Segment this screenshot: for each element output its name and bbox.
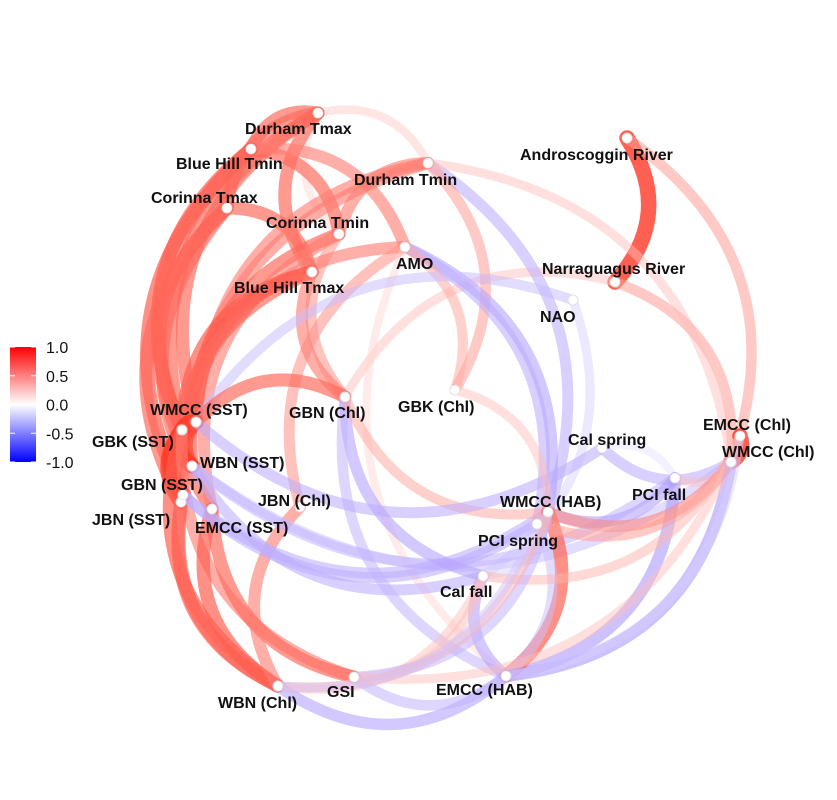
correlation-edges [139,105,757,731]
edge-wmcc_sst-gbn_chl [189,373,352,429]
node-label-gbn_chl: GBN (Chl) [289,405,365,422]
edge-narraguagus-gbn_chl [340,267,620,402]
edge-androscoggin-narraguagus [607,130,657,290]
edge-androscoggin-wmcc_chl [621,132,757,468]
node-emcc_chl [734,430,746,442]
edge-emcc_chl-emcc_hab [501,431,745,681]
edge-amo-jbn_chl [283,241,411,513]
node-jbn_chl [294,501,306,513]
node-label-blue_hill_tmax: Blue Hill Tmax [234,280,344,297]
edge-wbn_sst-cal_fall [186,460,489,596]
node-amo [399,241,411,253]
node-label-cal_spring: Cal spring [568,432,646,449]
node-pci_spring [531,518,543,530]
node-blue_hill_tmin [245,143,257,155]
edge-durham_tmin-gbk_chl [422,157,491,396]
node-gbn_chl [339,391,351,403]
node-label-wbn_sst: WBN (SST) [200,455,284,472]
node-wmcc_sst [190,416,202,428]
node-label-gbn_sst: GBN (SST) [121,477,203,494]
edge-gbn_chl-wmcc_hab [340,392,553,520]
node-label-pci_fall: PCI fall [632,487,686,504]
edge-nao-cal_fall [478,295,595,581]
edge-cal_spring-wmcc_chl [596,442,737,486]
node-gsi [348,671,360,683]
node-label-jbn_sst: JBN (SST) [92,512,170,529]
node-narraguagus [609,276,621,288]
node-label-durham_tmin: Durham Tmin [354,172,457,189]
node-label-pci_spring: PCI spring [478,533,558,550]
edge-cal_spring-pci_fall [598,441,679,482]
edge-emcc_sst-wbn_chl [196,502,285,693]
edge-emcc_hab-wmcc_chl [500,456,737,682]
node-label-amo: AMO [396,256,433,273]
node-wmcc_hab [542,506,554,518]
node-label-emcc_sst: EMCC (SST) [195,520,288,537]
edge-gbk_chl-wmcc_hab [450,385,553,517]
edge-emcc_hab-gsi [348,670,512,711]
node-gbn_sst [177,489,189,501]
node-label-blue_hill_tmin: Blue Hill Tmin [176,156,283,173]
node-blue_hill_tmax [306,266,318,278]
node-corinna_tmax [221,202,233,214]
edge-corinna_tmin-emcc_sst [198,228,345,515]
node-label-gsi: GSI [327,684,355,701]
node-cal_fall [477,570,489,582]
node-androscoggin [621,132,633,144]
edge-amo-gbk_chl [400,242,468,395]
node-wbn_sst [186,460,198,472]
edge-blue_hill_tmin-amo [245,142,411,253]
node-pci_fall [669,472,681,484]
node-wmcc_chl [725,456,737,468]
node-label-gbk_chl: GBK (Chl) [398,399,474,416]
legend-tick-label: -0.5 [46,426,74,443]
node-cal_spring [596,442,608,454]
edge-durham_tmin-wmcc_chl [423,158,736,467]
node-durham_tmax [312,107,324,119]
node-label-gbk_sst: GBK (SST) [92,434,174,451]
legend-tick-label: 0.0 [46,398,68,415]
edge-pci_spring-emcc_hab [501,519,558,681]
node-nao [567,294,579,306]
node-wbn_chl [272,680,284,692]
legend-tick-label: 0.5 [46,369,68,386]
node-label-wmcc_hab: WMCC (HAB) [500,494,601,511]
node-label-emcc_chl: EMCC (Chl) [703,417,791,434]
node-label-jbn_chl: JBN (Chl) [258,493,331,510]
node-label-narraguagus: Narraguagus River [542,261,685,278]
node-emcc_hab [500,670,512,682]
node-durham_tmin [422,157,434,169]
node-label-durham_tmax: Durham Tmax [245,121,352,138]
edge-cal_spring-wmcc_sst [190,416,608,519]
legend-ticks: 1.0 0.5 0.0 -0.5 -1.0 [10,340,74,472]
edge-gsi-emcc_chl [349,431,745,684]
node-label-wmcc_chl: WMCC (Chl) [722,444,814,461]
node-label-emcc_hab: EMCC (HAB) [436,682,533,699]
node-corinna_tmin [333,228,345,240]
variable-nodes [175,107,746,692]
node-label-cal_fall: Cal fall [440,584,492,601]
edge-nao-wmcc_sst [191,271,578,427]
node-labels: Androscoggin River Narraguagus River NAO EM… [92,121,814,712]
edge-amo-emcc_hab [362,243,510,680]
node-emcc_sst [206,503,218,515]
legend-tick-label: -1.0 [46,455,74,472]
edge-narraguagus-wmcc_chl [609,276,738,468]
node-label-wbn_chl: WBN (Chl) [218,695,297,712]
node-gbk_chl [449,384,461,396]
edge-durham_tmin-wmcc_hab [422,157,574,518]
node-label-corinna_tmin: Corinna Tmin [266,215,369,232]
node-gbk_sst [176,424,188,436]
legend-tick-label: 1.0 [46,340,68,357]
edge-gbn_sst-pci_spring [177,489,543,583]
color-legend: 1.0 0.5 0.0 -0.5 -1.0 [10,340,74,472]
node-label-androscoggin: Androscoggin River [520,147,673,164]
edge-durham_tmax-durham_tmin [313,105,433,168]
node-label-wmcc_sst: WMCC (SST) [150,402,248,419]
node-label-nao: NAO [540,309,576,326]
node-label-corinna_tmax: Corinna Tmax [151,190,258,207]
edge-wbn_chl-pci_spring [273,519,542,693]
